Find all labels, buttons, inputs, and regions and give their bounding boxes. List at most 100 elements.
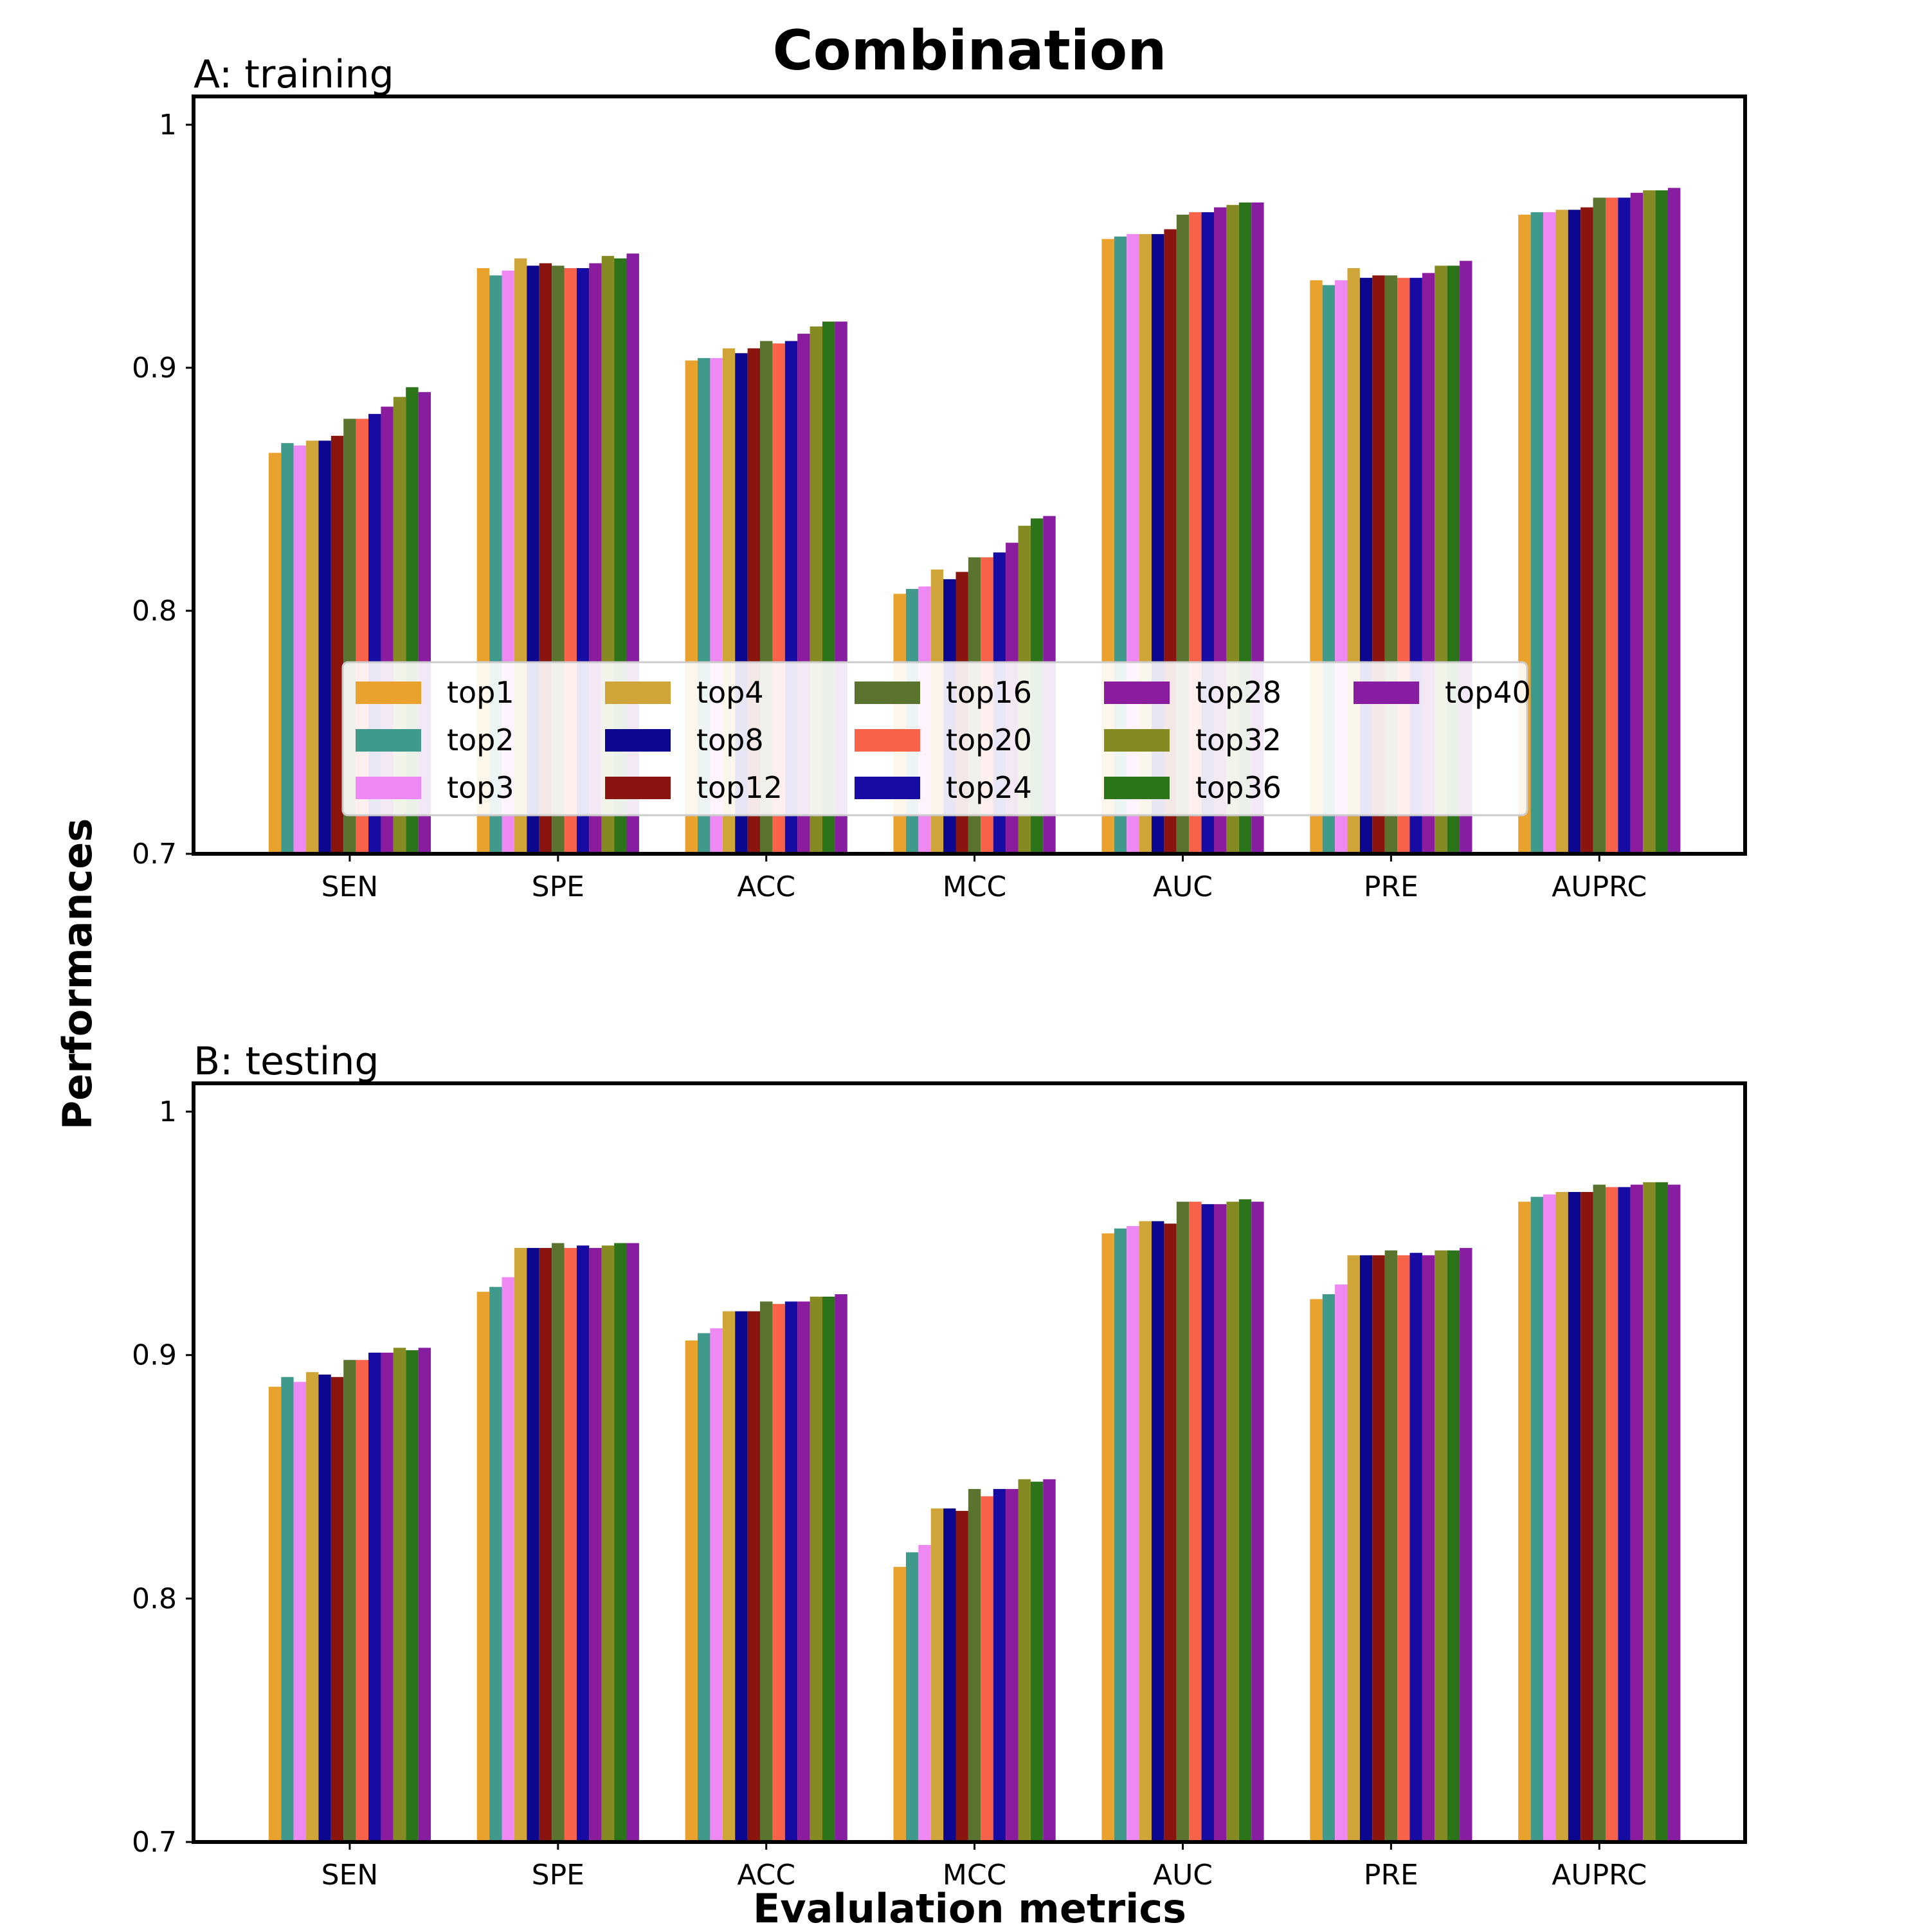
bar-top24-AUPRC <box>1618 197 1631 854</box>
bar-top8-PRE <box>1359 1255 1373 1842</box>
bar-top24-SEN <box>368 1352 381 1842</box>
legend-label: top4 <box>696 675 764 710</box>
x-tick-label: SEN <box>322 871 379 903</box>
bar-top24-PRE <box>1409 1252 1422 1842</box>
legend-item-top12: top12 <box>605 770 783 805</box>
bar-top2-MCC <box>905 1552 919 1842</box>
bar-top1-AUPRC <box>1518 1202 1531 1842</box>
bar-top12-AUPRC <box>1580 207 1593 854</box>
legend-item-top32: top32 <box>1104 723 1281 757</box>
bar-top4-AUPRC <box>1555 210 1568 854</box>
bar-top4-ACC <box>722 1311 736 1842</box>
bar-top2-SEN <box>281 443 294 854</box>
bar-top28-AUC <box>1213 1204 1227 1842</box>
legend-item-top3: top3 <box>356 770 514 805</box>
bar-top8-MCC <box>943 1508 956 1842</box>
legend: top1 top2 top3 top4 top8 top12 top16 top20 top24… <box>341 661 1531 817</box>
x-tick-label: AUPRC <box>1552 1859 1647 1891</box>
bar-top32-MCC <box>1018 1479 1031 1842</box>
bar-top3-SEN <box>293 1382 307 1842</box>
bar-top4-SPE <box>514 1248 527 1842</box>
x-tick-label: AUPRC <box>1552 871 1647 903</box>
bar-top28-ACC <box>797 1301 810 1842</box>
legend-label: top36 <box>1195 770 1281 805</box>
legend-item-top1: top1 <box>356 675 514 710</box>
bar-top3-MCC <box>918 1545 931 1842</box>
legend-box <box>341 661 1528 817</box>
bar-top28-AUPRC <box>1630 192 1644 854</box>
legend-swatch <box>605 682 671 704</box>
bar-top40-SEN <box>418 1348 431 1842</box>
bar-top24-AUPRC <box>1618 1187 1631 1842</box>
bar-top32-PRE <box>1435 1250 1447 1842</box>
legend-swatch <box>855 682 920 704</box>
axes-frame <box>192 1081 1747 1844</box>
chart-title: Combination <box>772 19 1166 83</box>
bar-top24-SPE <box>576 1245 590 1842</box>
bar-top28-SPE <box>589 1248 602 1842</box>
legend-swatch <box>356 682 421 704</box>
bar-top20-SEN <box>356 1360 369 1842</box>
bar-top2-SEN <box>281 1377 294 1842</box>
legend-label: top1 <box>447 675 514 710</box>
bar-top4-SEN <box>306 1372 319 1842</box>
bar-top28-PRE <box>1422 1255 1435 1842</box>
bar-top20-ACC <box>772 1304 785 1842</box>
bar-top40-PRE <box>1460 1248 1472 1842</box>
bar-top36-SPE <box>614 1243 627 1842</box>
bar-top12-AUPRC <box>1580 1191 1593 1842</box>
x-tick-label: SPE <box>532 1859 584 1891</box>
legend-item-top40: top40 <box>1354 675 1531 710</box>
x-tick-label: MCC <box>943 871 1006 903</box>
legend-item-top28: top28 <box>1104 675 1281 710</box>
y-tick-label: 0.7 <box>132 1826 177 1859</box>
legend-label: top40 <box>1445 675 1531 710</box>
legend-swatch <box>1104 729 1170 752</box>
panel-title: A: training <box>194 52 394 97</box>
bar-top3-ACC <box>710 1328 723 1842</box>
bar-top40-SPE <box>626 1243 639 1842</box>
bar-top12-MCC <box>955 1511 968 1842</box>
bar-top4-SEN <box>306 440 319 854</box>
bar-top3-AUPRC <box>1543 212 1556 854</box>
legend-swatch <box>855 777 920 799</box>
bar-top40-ACC <box>835 1294 847 1842</box>
legend-item-top4: top4 <box>605 675 764 710</box>
bar-top32-SEN <box>393 1348 406 1842</box>
legend-label: top20 <box>946 723 1032 757</box>
bar-top20-AUPRC <box>1605 1187 1618 1842</box>
x-tick-label: MCC <box>943 1859 1006 1891</box>
bar-top1-SEN <box>268 453 282 854</box>
bar-top16-PRE <box>1384 1250 1398 1842</box>
x-axis-title: Evalulation metrics <box>753 1885 1186 1929</box>
bar-top1-PRE <box>1310 1299 1323 1842</box>
bar-top36-ACC <box>822 1296 835 1842</box>
bar-top24-ACC <box>784 1301 798 1842</box>
bar-top8-ACC <box>735 1311 748 1842</box>
bar-top32-ACC <box>810 1296 822 1842</box>
bar-top16-AUC <box>1176 1202 1190 1842</box>
bar-top4-AUC <box>1139 1221 1152 1842</box>
bar-top1-AUC <box>1101 1233 1114 1842</box>
bar-top28-MCC <box>1006 1488 1019 1842</box>
bar-top36-SEN <box>406 1350 419 1842</box>
bar-top16-SEN <box>343 1360 356 1842</box>
bar-top16-AUPRC <box>1593 197 1606 854</box>
bar-top16-ACC <box>760 1301 773 1842</box>
bar-top40-AUPRC <box>1667 188 1681 854</box>
legend-swatch <box>855 729 920 752</box>
bar-top32-AUPRC <box>1643 1182 1656 1842</box>
legend-item-top8: top8 <box>605 723 764 757</box>
bar-top4-AUPRC <box>1555 1191 1568 1842</box>
y-tick-label: 0.8 <box>132 595 177 627</box>
bar-top1-ACC <box>685 1340 698 1842</box>
bar-top16-MCC <box>968 1488 981 1842</box>
y-tick-label: 0.9 <box>132 352 177 384</box>
legend-swatch <box>1104 777 1170 799</box>
bar-top4-MCC <box>930 1508 944 1842</box>
bar-top2-AUPRC <box>1530 212 1543 854</box>
legend-item-top24: top24 <box>855 770 1032 805</box>
bar-top36-AUPRC <box>1655 190 1668 854</box>
bar-top16-AUPRC <box>1593 1184 1606 1842</box>
